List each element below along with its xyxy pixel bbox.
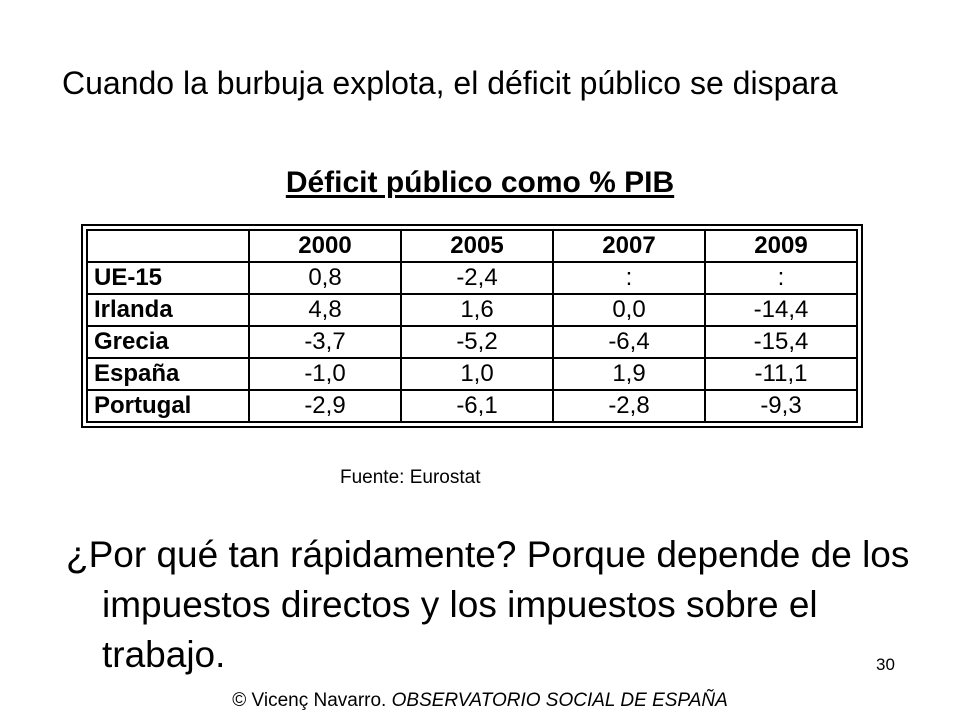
table-header-row: 2000 2005 2007 2009 (86, 229, 858, 263)
table-row: España -1,0 1,0 1,9 -11,1 (86, 357, 858, 391)
table-cell: -2,9 (248, 389, 402, 423)
table-cell: 4,8 (248, 293, 402, 327)
table-row: Grecia -3,7 -5,2 -6,4 -15,4 (86, 325, 858, 359)
table-row: Portugal -2,9 -6,1 -2,8 -9,3 (86, 389, 858, 423)
table-cell: -6,1 (400, 389, 554, 423)
table-cell: 0,8 (248, 261, 402, 295)
table-cell: -3,7 (248, 325, 402, 359)
table-cell: -2,4 (400, 261, 554, 295)
table-row: UE-15 0,8 -2,4 : : (86, 261, 858, 295)
table-row: Irlanda 4,8 1,6 0,0 -14,4 (86, 293, 858, 327)
table-cell: : (704, 261, 858, 295)
table-frame: 2000 2005 2007 2009 UE-15 0,8 -2,4 : : I… (81, 224, 863, 428)
question-text: ¿Por qué tan rápidamente? Porque depende… (66, 534, 910, 675)
table-cell: 1,0 (400, 357, 554, 391)
table-cell: -2,8 (552, 389, 706, 423)
table-cell: -6,4 (552, 325, 706, 359)
footer-org: OBSERVATORIO SOCIAL DE ESPAÑA (391, 690, 728, 711)
table-cell: -14,4 (704, 293, 858, 327)
row-label: Portugal (86, 389, 250, 423)
row-label: Grecia (86, 325, 250, 359)
table-cell: -5,2 (400, 325, 554, 359)
header-cell-corner (86, 229, 250, 263)
table-cell: 1,6 (400, 293, 554, 327)
header-cell-2005: 2005 (400, 229, 554, 263)
footer: © Vicenç Navarro. OBSERVATORIO SOCIAL DE… (0, 690, 960, 712)
deficit-table: 2000 2005 2007 2009 UE-15 0,8 -2,4 : : I… (86, 229, 858, 423)
table-cell: : (552, 261, 706, 295)
table-title: Déficit público como % PIB (285, 166, 675, 199)
table-cell: -11,1 (704, 357, 858, 391)
header-cell-2000: 2000 (248, 229, 402, 263)
table-cell: -15,4 (704, 325, 858, 359)
table-cell: 0,0 (552, 293, 706, 327)
row-label: España (86, 357, 250, 391)
table-cell: -9,3 (704, 389, 858, 423)
page-number: 30 (876, 655, 895, 674)
header-cell-2009: 2009 (704, 229, 858, 263)
source-note: Fuente: Eurostat (340, 467, 481, 488)
row-label: Irlanda (86, 293, 250, 327)
table-cell: -1,0 (248, 357, 402, 391)
row-label: UE-15 (86, 261, 250, 295)
table-cell: 1,9 (552, 357, 706, 391)
slide-heading: Cuando la burbuja explota, el déficit pú… (62, 65, 838, 101)
header-cell-2007: 2007 (552, 229, 706, 263)
footer-author: © Vicenç Navarro. (232, 690, 387, 711)
